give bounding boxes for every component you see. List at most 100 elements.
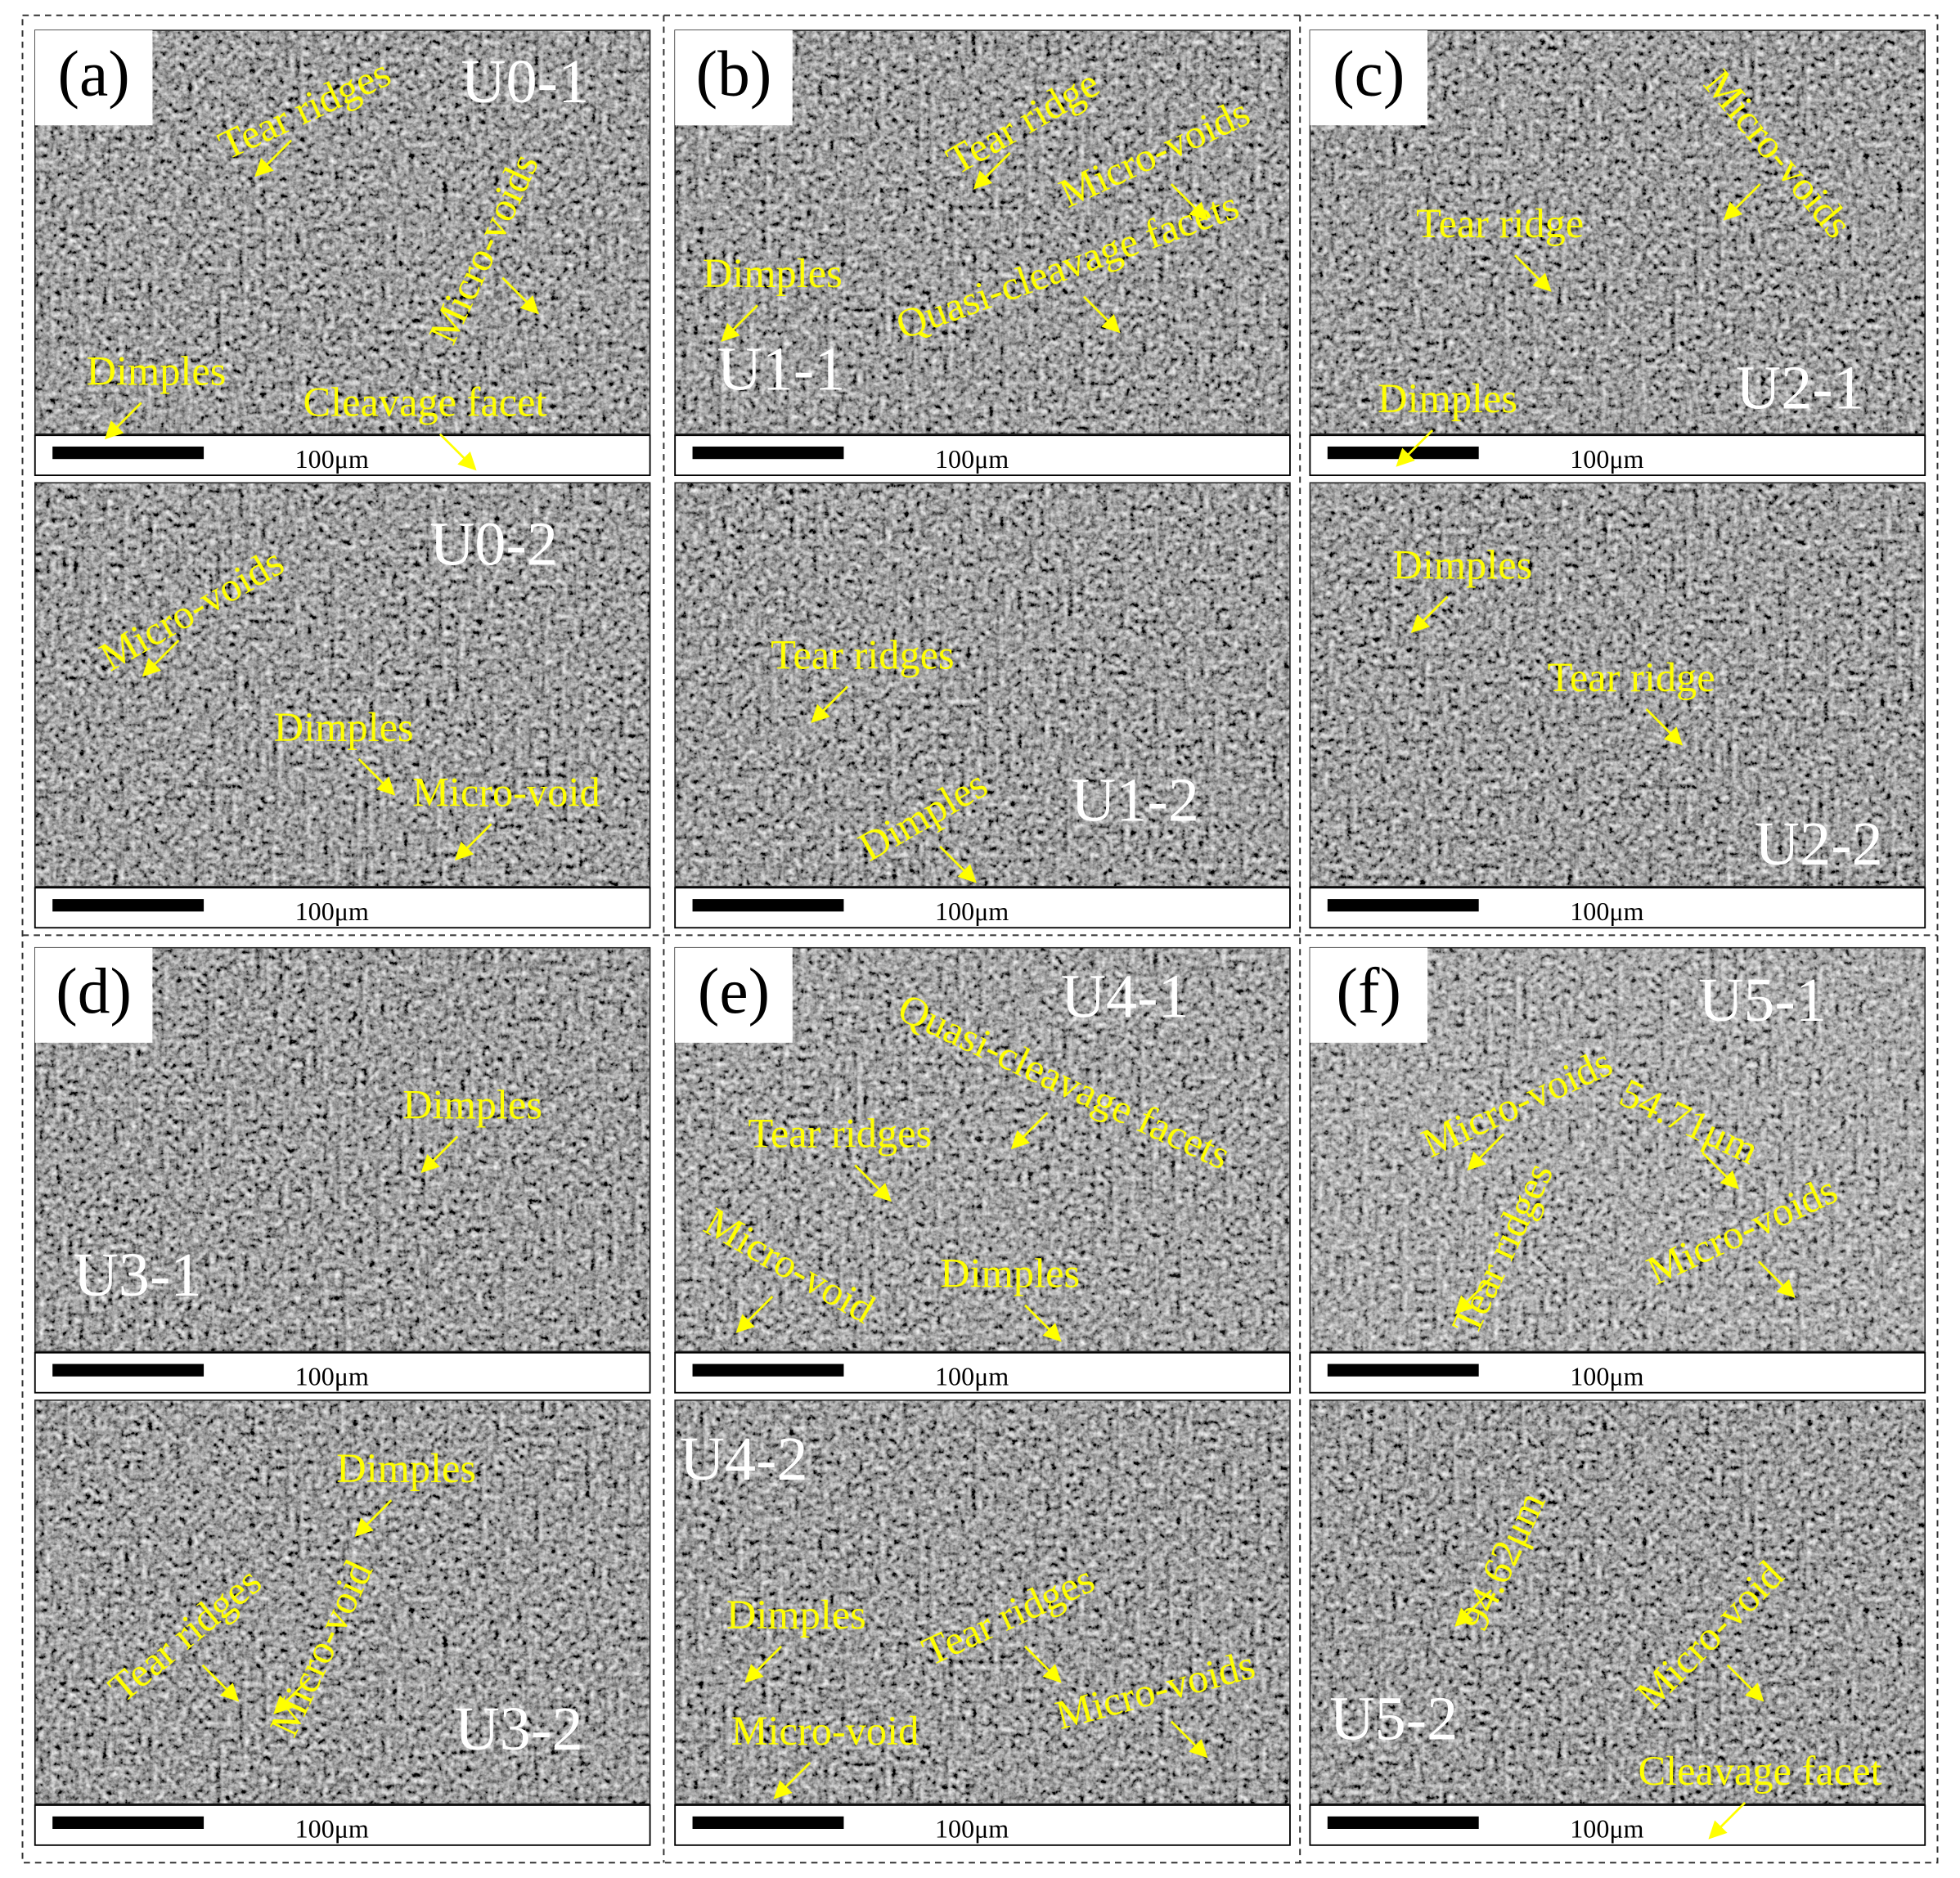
panel-label: (d) bbox=[56, 955, 132, 1027]
annotation: Dimples bbox=[703, 250, 843, 296]
scale-label: 100μm bbox=[1570, 896, 1643, 926]
scale-label: 100μm bbox=[295, 896, 369, 926]
scale-bar bbox=[1327, 446, 1479, 460]
scale-bar bbox=[52, 1816, 205, 1829]
micrograph-border bbox=[674, 29, 1291, 435]
panel-label-box bbox=[1310, 30, 1428, 126]
annotation: Cleavage facet bbox=[303, 380, 547, 425]
annotation: Dimples bbox=[726, 1592, 866, 1638]
scale-bar bbox=[692, 1364, 844, 1377]
annotation-arrow bbox=[773, 1762, 811, 1799]
scale-bar bbox=[1327, 899, 1479, 912]
scale-bar-box bbox=[1309, 887, 1926, 929]
annotation-arrow bbox=[1010, 1112, 1049, 1150]
annotation: Micro-void bbox=[731, 1708, 919, 1754]
annotation: Dimples bbox=[1378, 375, 1517, 421]
micrograph-border bbox=[34, 1400, 651, 1805]
annotation-arrow bbox=[501, 276, 540, 315]
annotation: Tear ridges bbox=[748, 1111, 933, 1157]
annotation-arrow bbox=[744, 1645, 783, 1683]
micrograph-border bbox=[34, 482, 651, 887]
annotation-arrow bbox=[939, 845, 977, 883]
annotation: Cleavage facet bbox=[1638, 1748, 1881, 1794]
micrograph-border bbox=[34, 29, 651, 435]
annotation-arrow bbox=[142, 639, 180, 677]
annotation: Tear ridges bbox=[771, 631, 955, 677]
annotation-arrow bbox=[1726, 1664, 1764, 1702]
panel-label-box bbox=[675, 30, 793, 126]
panel-label-box bbox=[1310, 947, 1428, 1043]
annotation-arrow bbox=[1467, 1133, 1505, 1171]
annotation-arrow bbox=[354, 1499, 393, 1537]
scale-label: 100μm bbox=[1570, 444, 1643, 474]
annotation-arrow bbox=[454, 823, 492, 861]
annotation: Micro-void bbox=[412, 769, 600, 815]
scale-bar bbox=[1327, 1816, 1479, 1829]
annotation-arrow bbox=[1645, 708, 1684, 746]
micrograph-border bbox=[1309, 482, 1926, 887]
sample-label: U3-2 bbox=[455, 1694, 583, 1763]
annotation-arrow bbox=[201, 1664, 240, 1702]
sample-label: U5-1 bbox=[1698, 965, 1827, 1035]
scale-label: 100μm bbox=[935, 444, 1009, 474]
scale-label: 100μm bbox=[295, 1814, 369, 1844]
micrograph bbox=[675, 483, 1290, 887]
annotation-arrow bbox=[1454, 1589, 1492, 1627]
scale-bar bbox=[692, 899, 844, 912]
scale-label: 100μm bbox=[295, 444, 369, 474]
annotation-arrow bbox=[1708, 1801, 1746, 1840]
annotation-arrow bbox=[721, 304, 758, 343]
annotation-arrow bbox=[104, 402, 142, 440]
scale-bar bbox=[1327, 1364, 1479, 1377]
scale-label: 100μm bbox=[1570, 1814, 1643, 1844]
sample-label: U5-2 bbox=[1329, 1684, 1458, 1754]
annotation-arrow bbox=[254, 139, 293, 177]
annotation-arrow bbox=[735, 1296, 774, 1333]
micrograph-border bbox=[1309, 29, 1926, 435]
panel-label: (c) bbox=[1333, 38, 1405, 110]
micrograph-border bbox=[674, 946, 1291, 1353]
panel: 100μm U2-2 Dimples Tear ridge bbox=[1309, 482, 1926, 929]
scale-label: 100μm bbox=[1570, 1362, 1643, 1391]
annotation-arrow bbox=[1410, 595, 1449, 634]
scale-bar bbox=[52, 1364, 205, 1377]
annotation-arrow bbox=[1702, 1152, 1739, 1190]
annotation: Dimples bbox=[1392, 541, 1532, 587]
sample-label: U0-1 bbox=[461, 47, 589, 116]
annotation-arrow bbox=[854, 1164, 892, 1202]
sample-label: U4-2 bbox=[680, 1424, 808, 1494]
annotation-arrow bbox=[1024, 1645, 1062, 1683]
sample-label: U1-1 bbox=[717, 334, 846, 403]
micrograph bbox=[1310, 483, 1926, 887]
sample-label: U4-1 bbox=[1061, 961, 1189, 1031]
annotation-arrow bbox=[1170, 1720, 1208, 1759]
panel-label: (b) bbox=[696, 38, 772, 110]
annotation: Tear ridge bbox=[1548, 654, 1715, 700]
annotation: Tear ridge bbox=[1416, 200, 1584, 246]
annotation-arrow bbox=[1723, 183, 1761, 221]
scale-label: 100μm bbox=[935, 1362, 1009, 1391]
annotation: Dimples bbox=[87, 348, 227, 393]
panel-label-box bbox=[34, 30, 153, 126]
sample-label: U1-2 bbox=[1071, 766, 1199, 835]
panel-label: (e) bbox=[698, 955, 770, 1027]
scale-bar bbox=[52, 899, 205, 912]
panel-label: (f) bbox=[1337, 955, 1401, 1027]
dividers bbox=[21, 14, 1939, 1864]
sample-label: U3-1 bbox=[74, 1240, 202, 1310]
micrograph bbox=[34, 483, 650, 887]
scale-bar bbox=[692, 446, 844, 460]
annotation-arrow bbox=[1514, 254, 1552, 292]
micrograph-border bbox=[1309, 946, 1926, 1353]
sample-label: U0-2 bbox=[429, 509, 558, 578]
annotation-arrow bbox=[420, 1135, 459, 1174]
micrograph-border bbox=[1309, 1400, 1926, 1805]
annotation-arrow bbox=[1082, 295, 1121, 334]
